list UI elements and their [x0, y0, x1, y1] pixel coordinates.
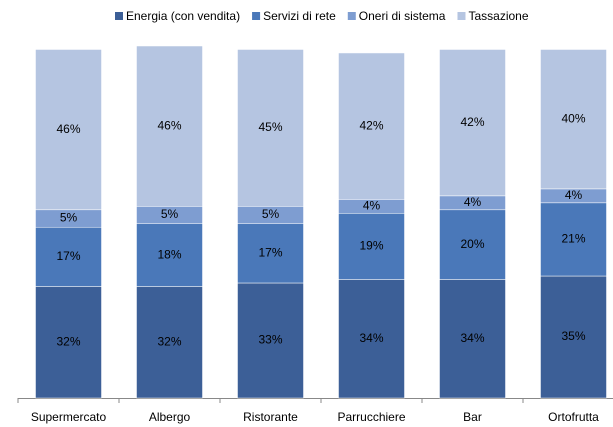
bar-segment [237, 223, 304, 284]
data-label: 42% [460, 115, 484, 129]
legend-swatch [347, 12, 356, 20]
data-label: 32% [56, 334, 80, 348]
data-label: 34% [460, 331, 484, 345]
bar-segment [540, 202, 607, 277]
data-label: 46% [56, 122, 80, 136]
data-label: 40% [561, 111, 585, 125]
data-label: 4% [464, 195, 482, 209]
legend-label: Oneri di sistema [359, 9, 446, 23]
data-label: 5% [161, 207, 179, 221]
data-label: 42% [359, 118, 383, 132]
data-label: 45% [258, 120, 282, 134]
data-label: 17% [258, 246, 282, 260]
bar-segment [439, 279, 506, 399]
bar-segment [439, 49, 506, 197]
bar-segment [136, 45, 203, 207]
data-label: 32% [157, 334, 181, 348]
x-tick-label: Ristorante [243, 410, 298, 424]
data-label: 34% [359, 331, 383, 345]
bar-segment [540, 275, 607, 399]
x-tick-label: Supermercato [31, 410, 107, 424]
data-label: 5% [60, 211, 78, 225]
data-label: 4% [565, 188, 583, 202]
data-label: 35% [561, 329, 585, 343]
data-label: 18% [157, 247, 181, 261]
legend-label: Tassazione [468, 9, 528, 23]
bar-segment [35, 286, 102, 399]
data-label: 19% [359, 239, 383, 253]
bar-segment [35, 226, 102, 287]
data-label: 21% [561, 232, 585, 246]
legend-label: Energia (con vendita) [126, 9, 240, 23]
legend-swatch [115, 12, 123, 20]
bar-segment [439, 209, 506, 280]
data-label: 46% [157, 118, 181, 132]
x-tick-label: Ortofrutta [548, 410, 599, 424]
data-label: 33% [258, 333, 282, 347]
data-label: 5% [262, 207, 280, 221]
legend-label: Servizi di rete [263, 9, 336, 23]
x-tick-label: Parrucchiere [337, 410, 405, 424]
x-tick-label: Bar [463, 410, 482, 424]
bar-segment [35, 49, 102, 211]
bar-segment [338, 279, 405, 399]
bar-segment [338, 52, 405, 200]
x-tick-label: Albergo [149, 410, 191, 424]
legend-swatch [457, 12, 466, 20]
bar-segment [237, 49, 304, 207]
bar-segment [540, 49, 607, 190]
data-label: 20% [460, 237, 484, 251]
data-label: 17% [56, 249, 80, 263]
data-label: 4% [363, 198, 381, 212]
legend-swatch [252, 12, 261, 20]
